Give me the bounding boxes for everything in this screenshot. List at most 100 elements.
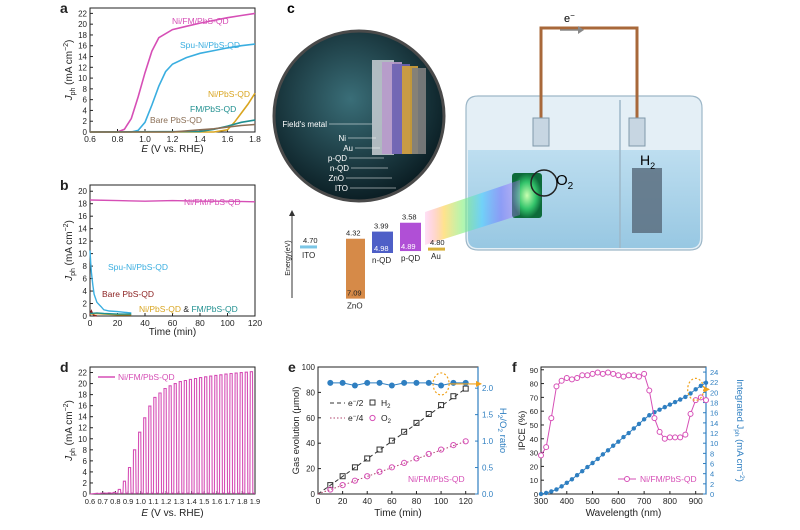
y-tick-label: 80 (530, 380, 538, 389)
band-value: 4.70 (303, 236, 318, 245)
integrated-point (580, 468, 585, 474)
y-tick-label: 22 (78, 9, 87, 18)
legend-label: O2 (381, 413, 392, 425)
series-label: Bare PbS-QD (150, 115, 202, 125)
ratio-point (364, 379, 371, 386)
x-tick-label: 900 (689, 496, 703, 506)
band-label: p-QD (401, 254, 420, 263)
o2-point (462, 438, 469, 445)
x-tick-label: 0.6 (85, 497, 95, 506)
y-tick-label: 18 (710, 399, 718, 408)
y-tick-label: 20 (306, 465, 315, 474)
integrated-point (662, 404, 667, 410)
integrated-point (574, 473, 580, 478)
y-tick-label: 20 (530, 462, 538, 471)
sample-label: Ni/FM/PbS-QD (408, 474, 465, 484)
h2-point (462, 385, 469, 392)
integrated-point (647, 413, 652, 418)
integrated-point (626, 430, 631, 436)
o2-point (351, 477, 359, 484)
series-label: FM/PbS-QD (190, 104, 236, 114)
x-tick-label: 1.2 (161, 497, 171, 506)
h2-point (401, 428, 408, 435)
chopped-current-trace (89, 371, 255, 495)
ipce-point (641, 370, 648, 377)
integrated-point (683, 394, 688, 400)
integrated-point (657, 407, 662, 412)
o2-point (413, 455, 420, 462)
series-line (90, 123, 256, 133)
y-tick-label: 22 (78, 369, 87, 378)
ipce-point (548, 415, 555, 422)
h2-label: H2 (640, 152, 655, 171)
plot-frame (89, 366, 256, 495)
band-ito (300, 245, 317, 249)
layer-stack (372, 60, 426, 155)
y-tick-label: 6 (83, 96, 88, 105)
text-part: Integrated J (734, 379, 745, 429)
layer-label: n-QD (330, 164, 349, 173)
y-tick-label: 10 (530, 476, 538, 485)
o2-point (450, 442, 457, 449)
electron-arrowhead (578, 26, 584, 34)
text-part: ) (64, 400, 75, 403)
ipce-point (620, 373, 627, 380)
band-label: Au (431, 252, 441, 261)
ratio-point (450, 379, 457, 386)
y-tick-label: 0.5 (482, 464, 494, 473)
x-tick-label: 0.7 (97, 497, 107, 506)
band-value: 4.89 (401, 242, 416, 251)
x-tick-label: 1.8 (249, 134, 261, 144)
ipce-point (584, 372, 591, 379)
x-tick-label: 0.9 (123, 497, 133, 506)
x-tick-label: 20 (338, 496, 348, 506)
text-part: −2 (63, 223, 70, 231)
y-tick-label: 18 (78, 391, 87, 400)
x-tick-label: 80 (412, 496, 422, 506)
x-tick-label: 1.9 (250, 497, 260, 506)
integrated-point (559, 484, 564, 489)
ipce-point (615, 372, 622, 379)
x-tick-label: 0.8 (112, 134, 124, 144)
y-tick-label: 2 (83, 117, 88, 126)
text-part: (mA cm (64, 411, 75, 448)
series-line (90, 43, 256, 133)
y-tick-label: 0 (534, 490, 538, 499)
integrated-point (672, 399, 678, 405)
text-part: H (381, 398, 387, 408)
text-part: 2 (496, 428, 503, 432)
ratio-point (462, 379, 469, 386)
ratio-point (376, 379, 383, 386)
integrated-point (543, 490, 549, 496)
integrated-point (631, 426, 637, 431)
text-part: ) (734, 479, 745, 482)
text-part: (mA cm (64, 51, 75, 88)
y-tick-label: 4 (83, 106, 88, 115)
integrated-point (564, 480, 569, 486)
legend-label: e−/2 (348, 398, 364, 408)
ipce-point (574, 375, 581, 382)
h2-point (438, 402, 445, 409)
ipce-point (687, 410, 694, 417)
ipce-point (553, 383, 560, 390)
x-axis-label: E (V vs. RHE) (141, 144, 203, 155)
x-axis-label: Wavelength (nm) (586, 508, 662, 519)
series-label: Ni/FM/PbS-QD (172, 16, 229, 26)
band-label: ITO (302, 251, 315, 260)
layer-label: Field's metal (282, 120, 327, 129)
text-part: /O (497, 418, 508, 428)
y-axis-label: Jph (mA cm−2) (63, 220, 77, 282)
ipce-point (666, 434, 673, 441)
y-tick-label: 4 (710, 470, 714, 479)
layer-label: ZnO (328, 174, 344, 183)
o2-point (339, 482, 346, 489)
y-tick-label: 18 (78, 31, 87, 40)
integrated-point (538, 491, 544, 497)
y-tick-label: 90 (530, 366, 538, 375)
layer-label: p-QD (328, 154, 347, 163)
x-tick-label: 40 (140, 318, 150, 328)
series-line (89, 250, 132, 314)
x-tick-label: 1.0 (139, 134, 151, 144)
